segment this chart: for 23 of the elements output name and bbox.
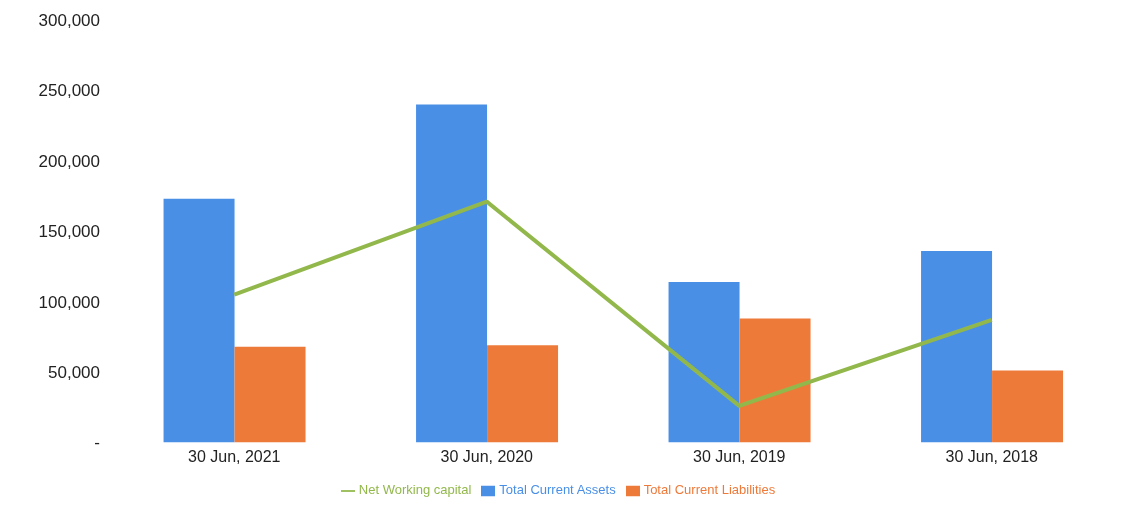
x-tick-label: 30 Jun, 2018 <box>945 447 1039 465</box>
x-tick-label: 30 Jun, 2020 <box>440 447 534 465</box>
y-tick-label: 50,000 <box>48 363 100 383</box>
bar <box>992 370 1064 443</box>
x-tick-label: 30 Jun, 2019 <box>692 447 786 465</box>
y-tick-label: 150,000 <box>38 222 100 242</box>
bar <box>416 104 488 443</box>
y-tick-label: 100,000 <box>38 292 100 312</box>
bar <box>921 250 993 443</box>
line-series <box>232 199 994 408</box>
bar <box>739 318 811 443</box>
y-tick-label: 250,000 <box>38 81 100 101</box>
legend-label: Total Current Liabilities <box>643 482 776 498</box>
bar <box>668 281 740 443</box>
y-tick-label: - <box>94 433 100 453</box>
y-tick-label: 200,000 <box>38 151 100 171</box>
x-tick-label: 30 Jun, 2021 <box>187 447 281 465</box>
bar <box>163 198 235 443</box>
legend-label: Net Working capital <box>358 482 472 498</box>
y-tick-label: 300,000 <box>38 11 100 31</box>
legend-label: Total Current Assets <box>499 482 616 498</box>
bar <box>234 346 306 443</box>
bar <box>487 345 559 443</box>
